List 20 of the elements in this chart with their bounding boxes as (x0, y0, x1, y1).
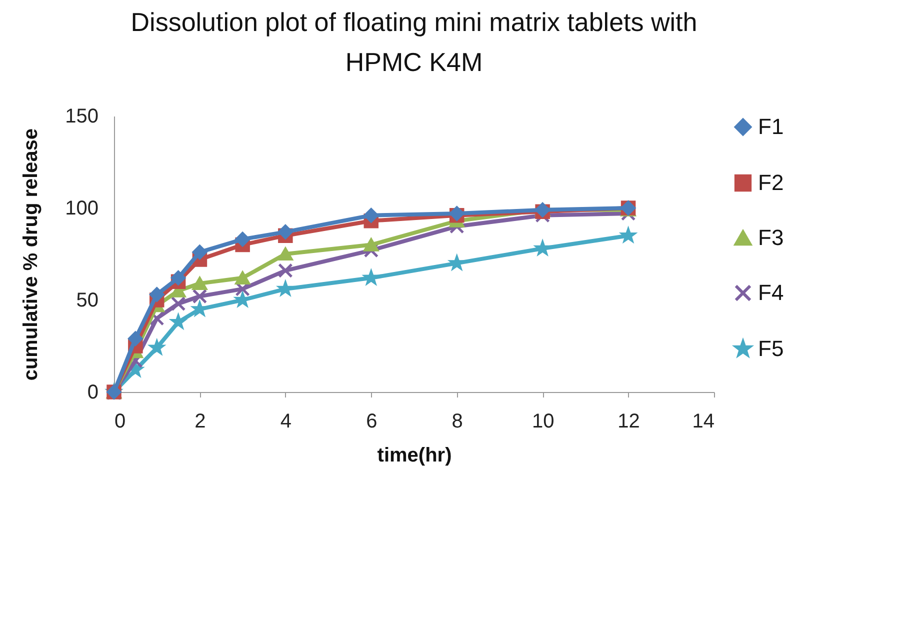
y-axis-title: cumulative % drug release (20, 128, 42, 381)
x-tick-label: 8 (452, 410, 463, 432)
y-tick-label: 100 (65, 198, 98, 220)
x-tick-label: 6 (366, 410, 378, 432)
x-tick-label: 2 (194, 410, 206, 432)
x-tick-label: 0 (114, 410, 126, 432)
legend-label: F2 (758, 170, 784, 195)
legend-label: F5 (758, 336, 784, 361)
x-tick-label: 14 (692, 410, 714, 432)
y-tick-label: 150 (65, 106, 98, 128)
legend-label: F4 (758, 280, 784, 305)
y-tick-label: 50 (76, 290, 98, 312)
y-tick-label: 0 (87, 382, 98, 404)
x-tick-label: 4 (280, 410, 292, 432)
x-tick-label: 10 (532, 410, 554, 432)
x-tick-label: 12 (618, 410, 640, 432)
chart-title: Dissolution plot of floating mini matrix tablets with HPMC K4M (130, 7, 698, 77)
legend-label: F1 (758, 114, 784, 139)
legend-label: F3 (758, 225, 784, 250)
x-axis-title: time(hr) (377, 444, 452, 466)
